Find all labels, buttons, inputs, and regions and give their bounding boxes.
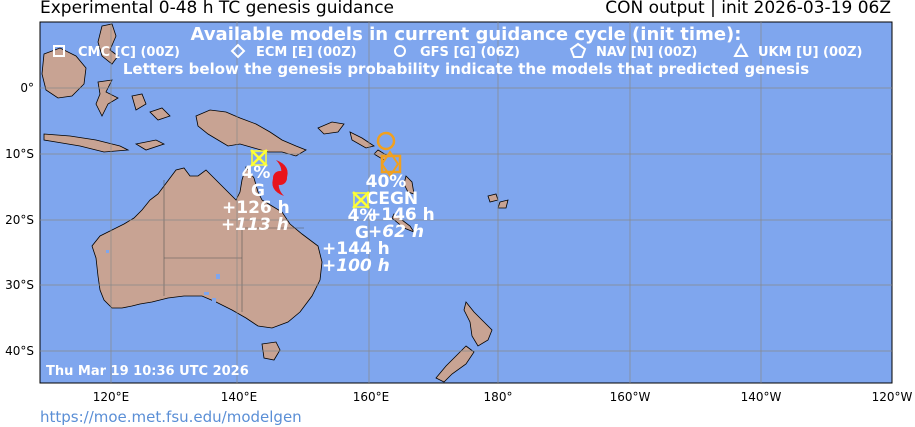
new-zealand-north bbox=[463, 301, 493, 347]
legend-items: CMC [C] (00Z) ECM [E] (00Z) GFS [G] (06Z… bbox=[53, 42, 862, 60]
genesis-marker-west[interactable]: 4% G +126 h +113 h bbox=[221, 149, 290, 235]
diamond-marker-icon bbox=[380, 150, 400, 178]
lat-label: 40°S bbox=[5, 344, 34, 358]
legend-heading: Available models in current guidance cyc… bbox=[191, 24, 742, 45]
lon-label: 160°E bbox=[353, 390, 390, 404]
genesis-marker-east[interactable]: 40% CEGN +146 h +62 h bbox=[366, 131, 435, 242]
lon-label: 120°E bbox=[93, 390, 130, 404]
new-britain bbox=[317, 121, 345, 135]
lon-label: 160°W bbox=[610, 390, 651, 404]
lead-time: +126 h bbox=[222, 198, 290, 218]
lead-time-italic: +100 h bbox=[322, 256, 390, 276]
lat-label: 0° bbox=[20, 81, 34, 95]
diamond-icon bbox=[230, 43, 246, 59]
moluccas bbox=[131, 93, 171, 121]
lead-time: +144 h bbox=[322, 239, 390, 259]
timestamp: Thu Mar 19 10:36 UTC 2026 bbox=[46, 364, 249, 379]
tropical-cyclone-icon bbox=[272, 160, 288, 196]
triangle-icon bbox=[733, 42, 749, 57]
circle-marker-icon bbox=[376, 131, 396, 151]
new-zealand-south bbox=[435, 345, 475, 383]
circle-icon bbox=[394, 45, 406, 57]
title-right: CON output | init 2026-03-19 06Z bbox=[605, 0, 891, 18]
new-guinea bbox=[195, 109, 307, 157]
sulawesi bbox=[95, 79, 119, 117]
legend-label-cmc: CMC [C] (00Z) bbox=[78, 45, 180, 60]
genesis-models: CEGN bbox=[366, 189, 418, 209]
lat-label: 10°S bbox=[5, 147, 34, 161]
borneo bbox=[41, 47, 87, 99]
vanuatu bbox=[403, 175, 415, 195]
footer-url[interactable]: https://moe.met.fsu.edu/modelgen bbox=[40, 408, 302, 426]
lesser-sunda-islands bbox=[43, 133, 130, 153]
lat-label: 30°S bbox=[5, 278, 34, 292]
legend-note: Letters below the genesis probability in… bbox=[123, 60, 809, 78]
legend-label-ecm: ECM [E] (00Z) bbox=[256, 45, 357, 60]
x-marker-icon bbox=[250, 149, 268, 167]
lon-axis: 120°E 140°E 160°E 180° 160°W 140°W 120°W bbox=[93, 390, 913, 404]
genesis-models: G bbox=[355, 223, 369, 243]
lead-time-italic: +113 h bbox=[221, 215, 289, 235]
philippines bbox=[97, 23, 119, 65]
pentagon-icon bbox=[569, 42, 587, 58]
x-marker-icon bbox=[352, 191, 370, 209]
genesis-probability: 4% bbox=[348, 206, 377, 226]
genesis-probability: 40% bbox=[366, 172, 407, 192]
genesis-probability: 4% bbox=[242, 163, 271, 183]
legend-label-gfs: GFS [G] (06Z) bbox=[420, 45, 520, 60]
lon-label: 140°W bbox=[741, 390, 782, 404]
lon-label: 180° bbox=[484, 390, 513, 404]
genesis-models: G bbox=[251, 181, 265, 201]
legend-label-nav: NAV [N] (00Z) bbox=[596, 45, 697, 60]
lat-label: 20°S bbox=[5, 213, 34, 227]
australia-landmass bbox=[91, 166, 323, 329]
lon-label: 120°W bbox=[872, 390, 913, 404]
genesis-marker-south[interactable]: 4% G +144 h +100 h bbox=[322, 191, 390, 276]
lead-time-italic: +62 h bbox=[368, 222, 424, 242]
new-caledonia bbox=[391, 213, 416, 233]
timor bbox=[134, 139, 166, 151]
lead-time: +146 h bbox=[367, 205, 435, 225]
graticule bbox=[40, 22, 892, 383]
lat-axis: 0° 10°S 20°S 30°S 40°S bbox=[5, 81, 34, 358]
legend-label-ukm: UKM [U] (00Z) bbox=[758, 45, 862, 60]
square-icon bbox=[53, 45, 65, 57]
title-left: Experimental 0-48 h TC genesis guidance bbox=[40, 0, 394, 18]
lakes bbox=[106, 250, 220, 303]
lon-label: 140°E bbox=[221, 390, 258, 404]
